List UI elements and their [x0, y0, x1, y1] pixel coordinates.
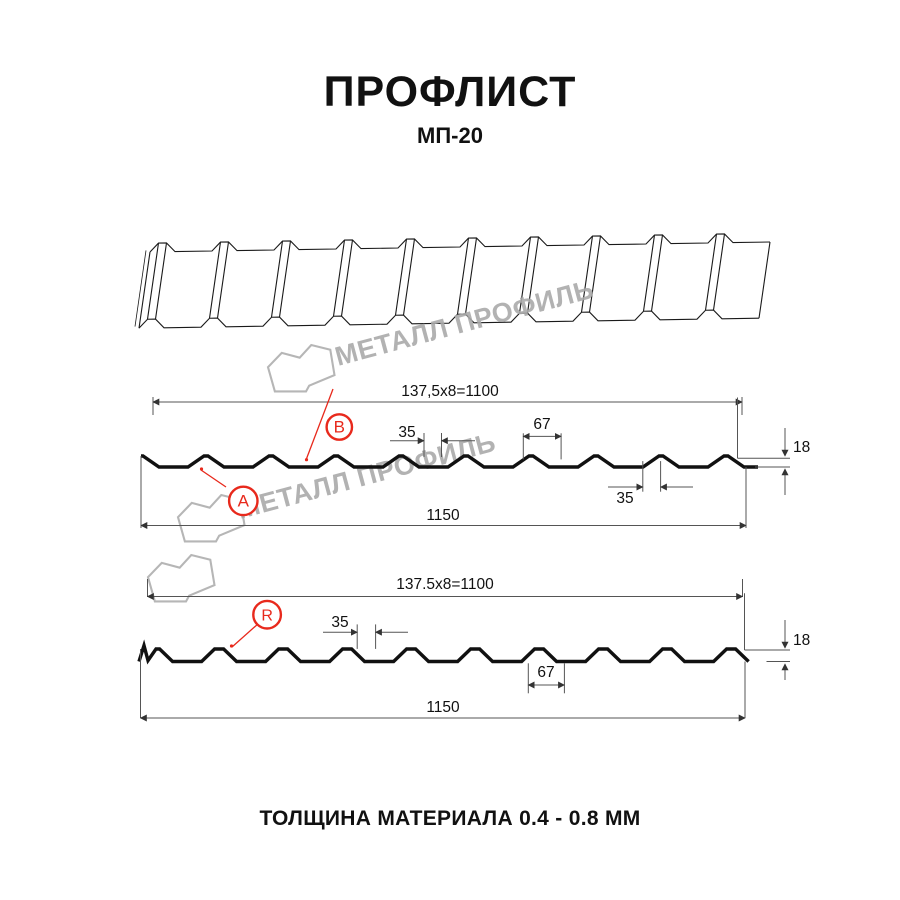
svg-text:35: 35 — [331, 614, 348, 631]
svg-text:137.5x8=1100: 137.5x8=1100 — [396, 576, 494, 593]
svg-text:R: R — [261, 608, 273, 625]
svg-text:1150: 1150 — [426, 699, 460, 716]
svg-text:67: 67 — [537, 664, 554, 681]
svg-text:18: 18 — [793, 632, 810, 649]
